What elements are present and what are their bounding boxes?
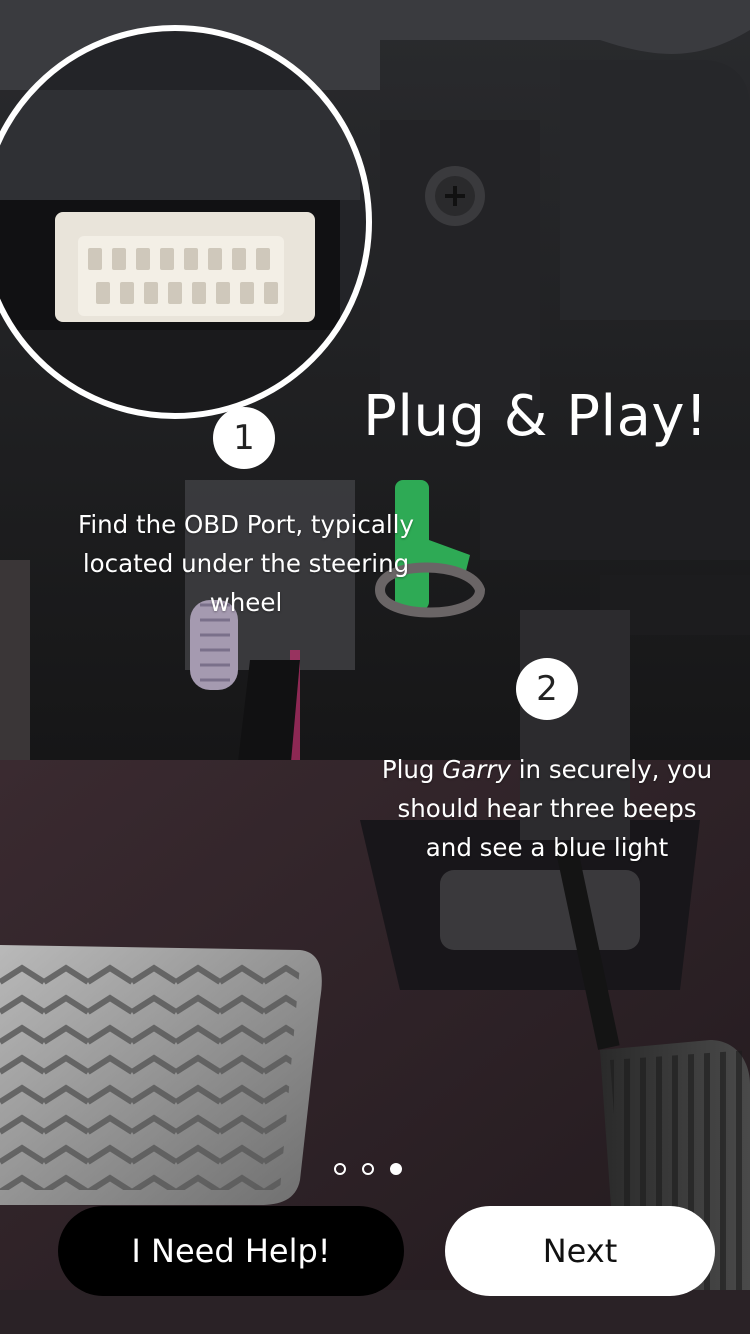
step-2-badge: 2 bbox=[516, 658, 578, 720]
step-1-badge: 1 bbox=[213, 407, 275, 469]
page-indicator bbox=[334, 1163, 402, 1175]
page-dot-1[interactable] bbox=[334, 1163, 346, 1175]
step-2-text-after: in securely, you should hear three beeps… bbox=[397, 755, 713, 862]
step-2-text-before: Plug bbox=[381, 755, 443, 784]
step-1-text: Find the OBD Port, typically located und… bbox=[78, 510, 414, 617]
step-2-text: Plug Garry in securely, you should hear … bbox=[372, 750, 722, 867]
need-help-button[interactable]: I Need Help! bbox=[58, 1206, 404, 1296]
page-dot-2[interactable] bbox=[362, 1163, 374, 1175]
screen-title: Plug & Play! bbox=[363, 384, 708, 449]
device-name: Garry bbox=[442, 755, 511, 784]
page-dot-3[interactable] bbox=[390, 1163, 402, 1175]
next-button[interactable]: Next bbox=[445, 1206, 715, 1296]
